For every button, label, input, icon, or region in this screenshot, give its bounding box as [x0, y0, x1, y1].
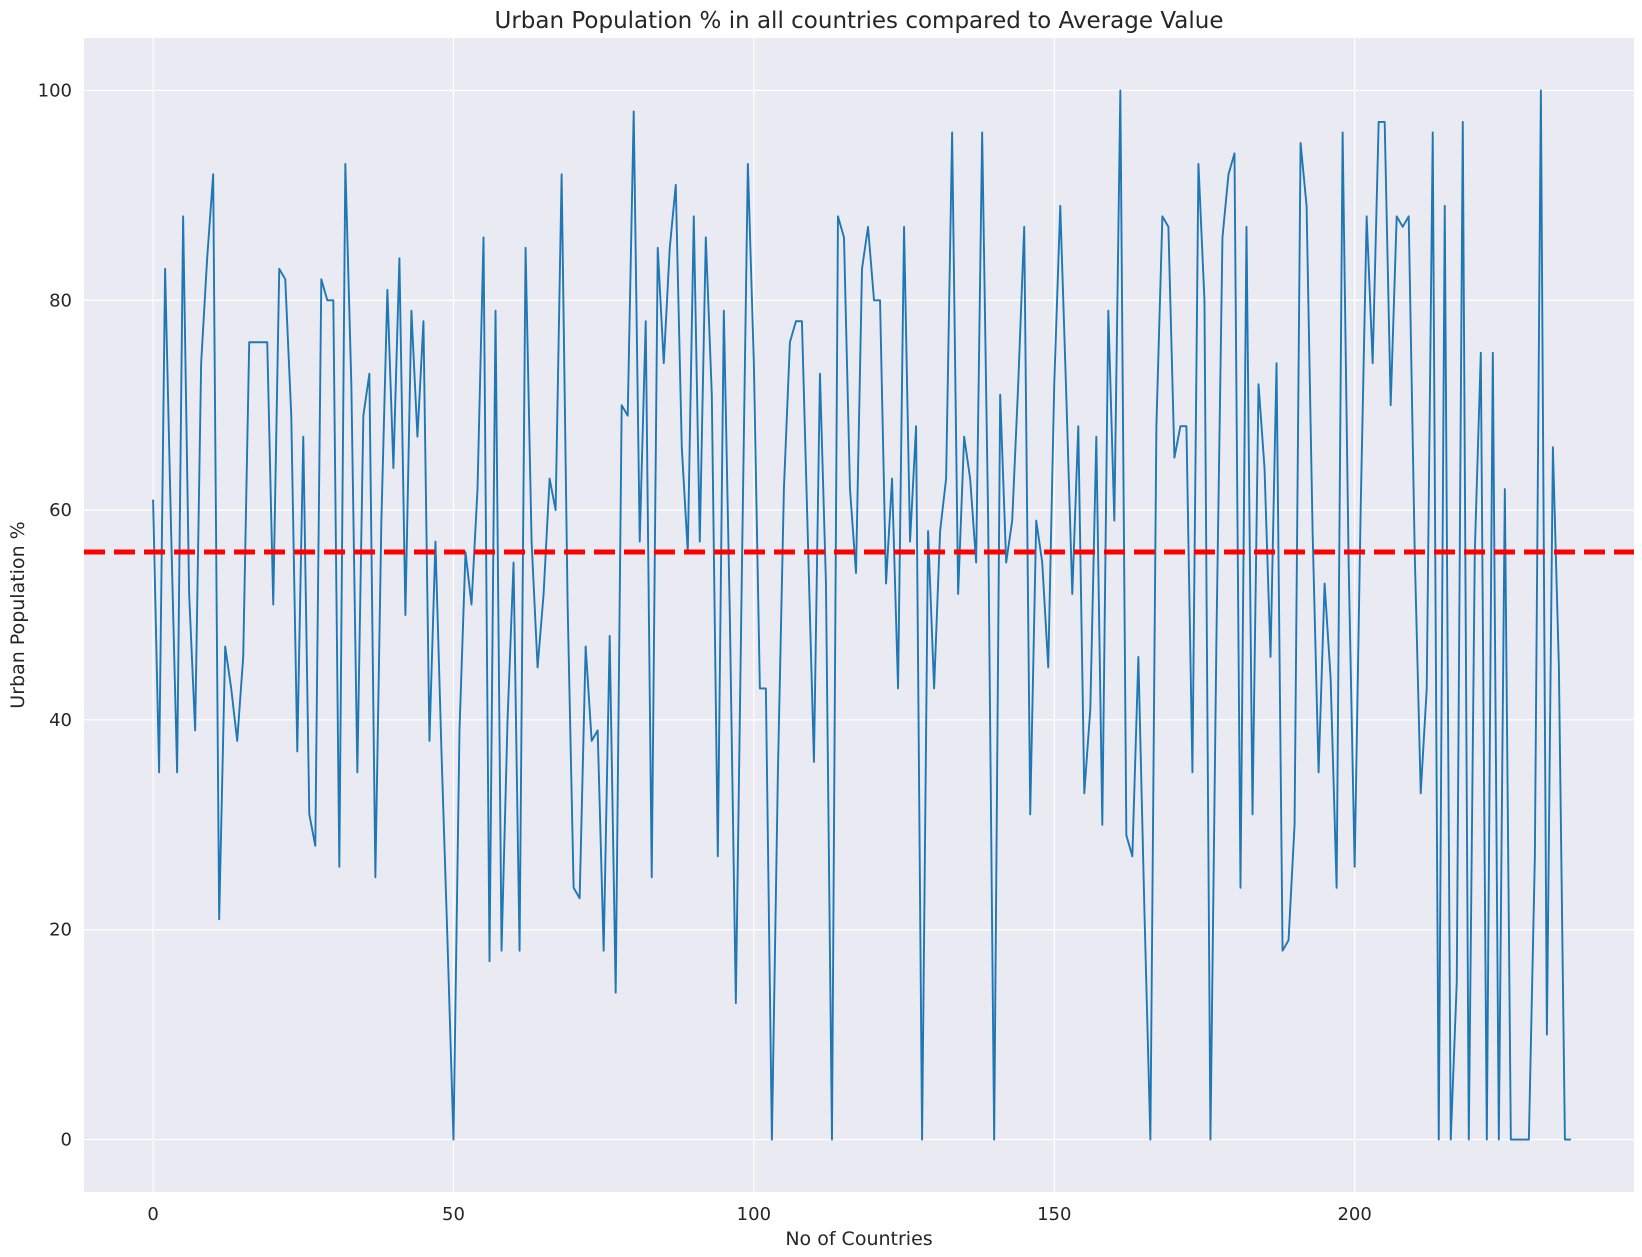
- y-tick-label: 80: [49, 290, 72, 311]
- x-axis-label: No of Countries: [785, 1228, 932, 1250]
- series-layer: [152, 89, 1571, 1141]
- x-tick-label: 100: [737, 1204, 771, 1225]
- y-tick-label: 20: [49, 920, 72, 941]
- y-axis-label: Urban Population %: [7, 521, 29, 708]
- y-tick-label: 40: [49, 710, 72, 731]
- x-tick-label: 0: [147, 1204, 158, 1225]
- series-line: [152, 89, 1571, 1141]
- x-tick-label: 150: [1037, 1204, 1071, 1225]
- y-tick-label: 100: [38, 80, 72, 101]
- x-tick-label: 200: [1337, 1204, 1371, 1225]
- tick-labels: 0 50 100 150 200 0 20 40 60 80 100: [38, 80, 1372, 1225]
- plot-area: [84, 38, 1634, 1192]
- chart-title: Urban Population % in all countries comp…: [495, 8, 1224, 34]
- y-tick-label: 0: [61, 1130, 72, 1151]
- y-tick-label: 60: [49, 500, 72, 521]
- x-tick-label: 50: [442, 1204, 465, 1225]
- grid-layer: [84, 38, 1634, 1192]
